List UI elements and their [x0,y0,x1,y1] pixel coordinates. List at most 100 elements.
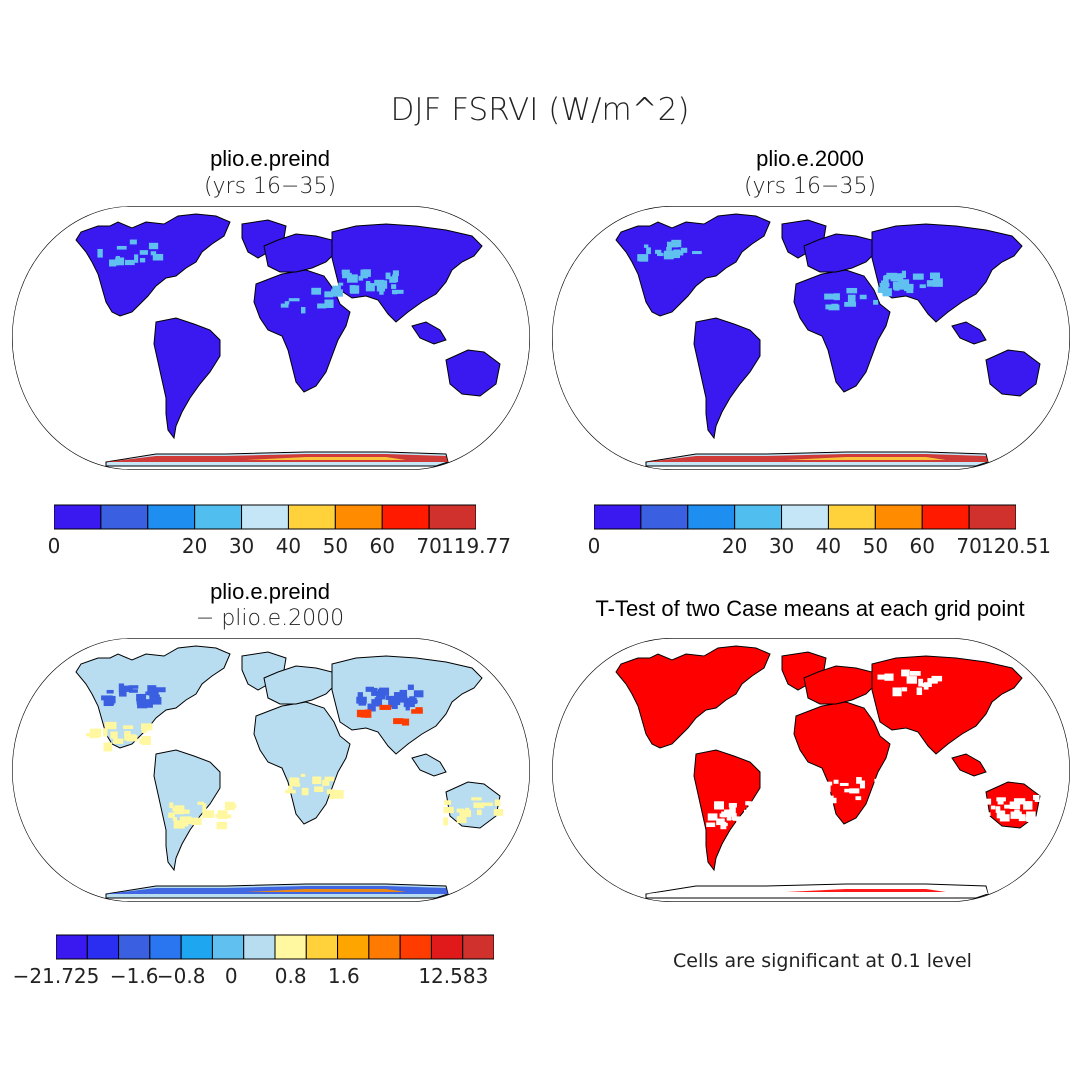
field-cell [311,287,322,295]
field-cell [333,790,344,799]
colorbar-swatch [968,504,1016,530]
panel3-title: plio.e.preind [210,579,330,604]
field-cell [663,250,674,260]
field-cell [136,693,147,702]
field-cell [222,814,232,819]
field-cell [407,684,414,690]
field-cell [847,294,856,303]
field-cell [371,699,383,707]
field-cell [728,802,737,808]
colorbar-tick-label: 30 [768,534,795,558]
field-cell [714,801,724,810]
field-cell [995,806,1001,813]
field-cell [481,802,493,806]
colorbar-swatch [180,934,213,960]
field-cell [646,247,651,255]
field-cell [692,251,702,255]
field-cell [906,287,914,294]
field-cell [898,279,910,288]
colorbar-swatch [149,934,182,960]
field-cell [385,272,391,280]
field-cell [918,678,924,687]
field-cell [379,687,390,696]
field-cell [873,299,879,305]
panel1-title: plio.e.preind [210,146,330,171]
field-cell [324,299,334,308]
field-cell [657,252,664,257]
continent-australia [985,349,1041,397]
field-cell [493,808,504,816]
field-cell [356,696,367,704]
antarctic-inner-band [786,457,946,460]
field-cell [1026,811,1036,819]
colorbar-tick-label: 40 [275,534,302,558]
field-cell [758,810,766,818]
panel2-map [552,206,1070,470]
field-cell [97,248,103,258]
field-cell [124,734,136,741]
field-cell [931,675,943,682]
field-cell [680,247,688,253]
field-cell [362,269,371,277]
panel2-colorbar-ticks: 0 20 30 40 50 60 70 120.51 [588,534,1051,558]
field-cell [909,671,921,676]
field-cell [932,278,943,287]
field-cell [1023,801,1033,810]
field-cell [150,251,157,256]
field-cell [828,304,840,311]
field-cell [169,802,174,809]
field-cell [471,797,482,801]
field-cell [288,785,293,793]
field-cell [654,249,662,254]
field-cell [922,683,932,688]
field-cell [118,683,125,693]
field-cell [395,696,401,706]
field-cell [666,241,678,248]
colorbar-swatch [381,504,430,530]
colorbar-tick-label: 0.8 [274,964,307,988]
field-cell [919,284,926,289]
field-cell [886,272,897,278]
field-cell [1009,801,1021,810]
field-cell [294,783,301,787]
field-cell [89,734,99,739]
field-cell [141,723,153,731]
continent-europe [803,665,877,705]
field-cell [839,782,849,786]
field-cell [391,289,404,294]
field-cell [413,690,424,698]
field-cell [341,269,350,275]
field-cell [403,700,415,708]
figure-title: DJF FSRVI (W/m^2) [390,92,690,128]
field-cell [465,807,470,816]
colorbar-tick-label: −21.725 [12,964,100,988]
field-cell [720,821,727,830]
panel4-map [552,638,1070,902]
field-cell [141,736,151,745]
field-cell [365,686,375,692]
field-cell [137,702,148,709]
field-cell [113,738,124,744]
field-cell [762,807,775,815]
field-cell [892,281,905,290]
field-cell [371,687,378,696]
field-cell [365,280,371,286]
field-cell [859,294,867,300]
field-cell [346,274,358,283]
field-cell [736,817,745,826]
colorbar-swatch [305,934,339,960]
field-cell [338,282,344,286]
field-cell [86,733,95,737]
colorbar-swatch [827,504,876,530]
field-cell [139,250,148,255]
field-cell [356,709,368,718]
panel2-subtitle: (yrs 16−35) [743,174,877,199]
field-cell [379,695,386,700]
field-cell [191,817,202,826]
field-cell [147,688,159,696]
field-cell [104,721,117,730]
field-cell [317,303,327,309]
field-cell [142,699,153,708]
field-cell [288,298,300,302]
field-cell [139,258,146,263]
